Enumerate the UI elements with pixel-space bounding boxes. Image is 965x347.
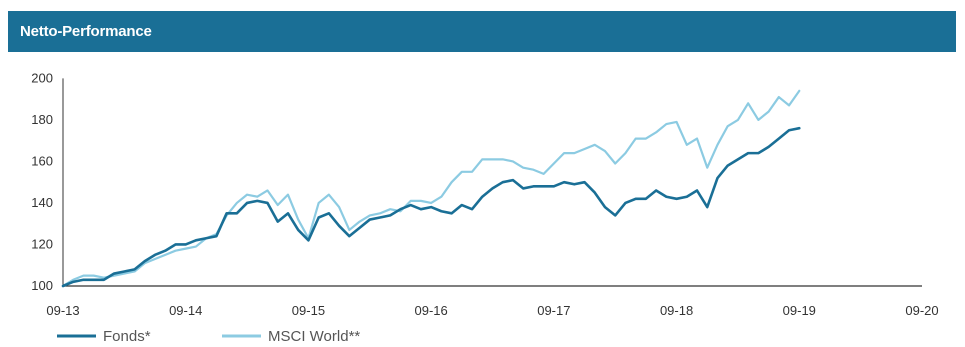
x-tick-label: 09-17	[537, 303, 570, 318]
x-tick-label: 09-18	[660, 303, 693, 318]
x-tick-label: 09-19	[783, 303, 816, 318]
chart-title: Netto-Performance	[20, 23, 152, 40]
x-tick-label: 09-14	[169, 303, 202, 318]
y-tick-label: 160	[31, 153, 53, 168]
legend-label: Fonds*	[103, 328, 151, 345]
legend-label: MSCI World**	[268, 328, 360, 345]
series-line-fonds	[61, 126, 801, 288]
x-tick-label: 09-15	[292, 303, 325, 318]
x-tick-label: 09-13	[46, 303, 79, 318]
x-tick-label: 09-20	[905, 303, 938, 318]
chart-header-bar: Netto-Performance	[8, 11, 956, 52]
y-tick-label: 180	[31, 112, 53, 127]
y-tick-label: 120	[31, 236, 53, 251]
series-line-msci-world	[61, 89, 801, 288]
y-tick-label: 140	[31, 195, 53, 210]
y-tick-label: 100	[31, 278, 53, 293]
y-tick-label: 200	[31, 70, 53, 85]
x-tick-label: 09-16	[415, 303, 448, 318]
